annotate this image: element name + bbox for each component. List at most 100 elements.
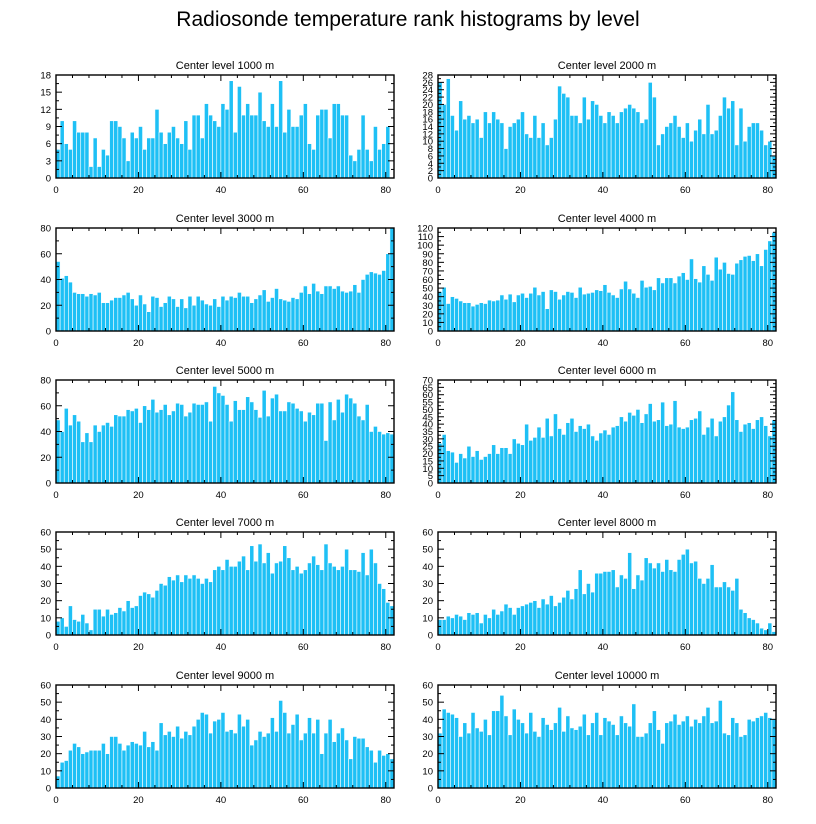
histogram-bar xyxy=(270,572,275,636)
histogram-bar xyxy=(381,433,387,484)
histogram-bar xyxy=(352,402,358,484)
histogram-bar xyxy=(516,118,521,179)
histogram-bar xyxy=(627,412,633,484)
histogram-bar xyxy=(261,289,267,332)
histogram-bar xyxy=(544,144,550,179)
histogram-bar xyxy=(278,560,284,636)
histogram-bar xyxy=(738,736,744,789)
histogram-bar xyxy=(503,603,509,636)
x-tick-label: 40 xyxy=(598,338,609,349)
histogram-bar xyxy=(635,736,641,789)
histogram-bar xyxy=(507,126,513,179)
histogram-bar xyxy=(261,120,267,179)
histogram-bar xyxy=(96,166,102,179)
histogram-panel-7: Center level 7000 m 0 20 40 60 80 0 10 20 30 40 50 6… xyxy=(40,517,395,653)
histogram-bar xyxy=(307,411,312,484)
histogram-bar xyxy=(381,755,387,789)
x-tick-label: 20 xyxy=(133,642,144,653)
histogram-bar xyxy=(548,729,554,789)
histogram-bar xyxy=(627,725,633,789)
histogram-bar xyxy=(569,598,575,636)
y-tick-label: 20 xyxy=(40,453,51,464)
histogram-bar xyxy=(232,297,238,332)
x-tick-label: 40 xyxy=(598,185,609,196)
y-tick-label: 60 xyxy=(422,275,433,286)
y-tick-label: 3 xyxy=(46,156,51,167)
y-tick-label: 30 xyxy=(422,732,433,743)
histogram-bar xyxy=(158,583,164,636)
histogram-bar xyxy=(680,137,686,179)
histogram-bar xyxy=(199,137,205,179)
histogram-bar xyxy=(478,459,484,484)
histogram-bar xyxy=(520,111,525,179)
histogram-bar xyxy=(573,431,579,484)
histogram-bar xyxy=(261,389,267,484)
histogram-bar xyxy=(96,608,102,636)
histogram-bar xyxy=(134,605,139,636)
histogram-bar xyxy=(590,435,595,484)
histogram-bar xyxy=(676,275,682,332)
histogram-bar xyxy=(561,596,567,636)
histogram-bar xyxy=(755,717,760,789)
histogram-bar xyxy=(63,275,69,332)
histogram-bar xyxy=(569,727,575,789)
histogram-bar xyxy=(59,617,65,636)
histogram-bar xyxy=(734,578,740,636)
histogram-bar xyxy=(344,292,349,332)
histogram-bar xyxy=(274,393,279,484)
y-tick-label: 16 xyxy=(422,115,433,126)
histogram-bar xyxy=(598,432,604,484)
histogram-bar xyxy=(487,453,492,484)
histogram-bar xyxy=(738,608,744,636)
histogram-bar xyxy=(689,258,694,332)
histogram-bar xyxy=(282,712,288,789)
histogram-bar xyxy=(474,118,480,179)
histogram-bar xyxy=(487,734,492,789)
x-tick-label: 80 xyxy=(380,490,391,501)
histogram-bar xyxy=(84,131,90,179)
histogram-bar xyxy=(59,277,65,332)
histogram-bar xyxy=(680,554,686,636)
histogram-bar xyxy=(619,111,624,179)
x-tick-label: 60 xyxy=(298,338,309,349)
histogram-bar xyxy=(274,126,279,179)
histogram-bar xyxy=(348,397,354,484)
x-tick-label: 40 xyxy=(598,642,609,653)
histogram-bar xyxy=(199,404,205,484)
histogram-bar xyxy=(125,744,131,789)
histogram-bar xyxy=(594,572,600,636)
histogram-bar xyxy=(466,115,472,179)
histogram-bar xyxy=(274,288,279,332)
histogram-bar xyxy=(726,734,731,789)
histogram-bar xyxy=(581,428,587,484)
histogram-bar xyxy=(303,569,308,636)
histogram-bar xyxy=(158,409,164,484)
histogram-bar xyxy=(462,722,468,789)
histogram-bar xyxy=(750,260,756,332)
histogram-bar xyxy=(664,559,670,636)
x-tick-label: 80 xyxy=(380,642,391,653)
x-tick-label: 60 xyxy=(298,795,309,806)
y-tick-label: 22 xyxy=(422,93,433,104)
histogram-bar xyxy=(101,743,106,789)
histogram-bar xyxy=(183,120,189,179)
histogram-bar xyxy=(298,292,304,332)
y-tick-label: 100 xyxy=(417,241,433,252)
y-tick-label: 50 xyxy=(40,545,51,556)
histogram-bar xyxy=(323,732,329,789)
histogram-bar xyxy=(249,114,255,179)
histogram-bar xyxy=(643,413,649,484)
histogram-bar xyxy=(503,298,509,332)
histogram-bar xyxy=(742,140,748,179)
histogram-bar xyxy=(191,114,197,179)
x-tick-label: 20 xyxy=(133,795,144,806)
y-tick-label: 5 xyxy=(428,471,433,482)
histogram-bar xyxy=(327,719,333,789)
histogram-bar xyxy=(356,737,362,789)
histogram-bar xyxy=(623,722,628,789)
x-tick-label: 20 xyxy=(133,338,144,349)
histogram-bar xyxy=(199,299,205,332)
y-tick-label: 10 xyxy=(422,464,433,475)
histogram-bar xyxy=(652,710,657,789)
y-tick-label: 60 xyxy=(422,528,433,539)
